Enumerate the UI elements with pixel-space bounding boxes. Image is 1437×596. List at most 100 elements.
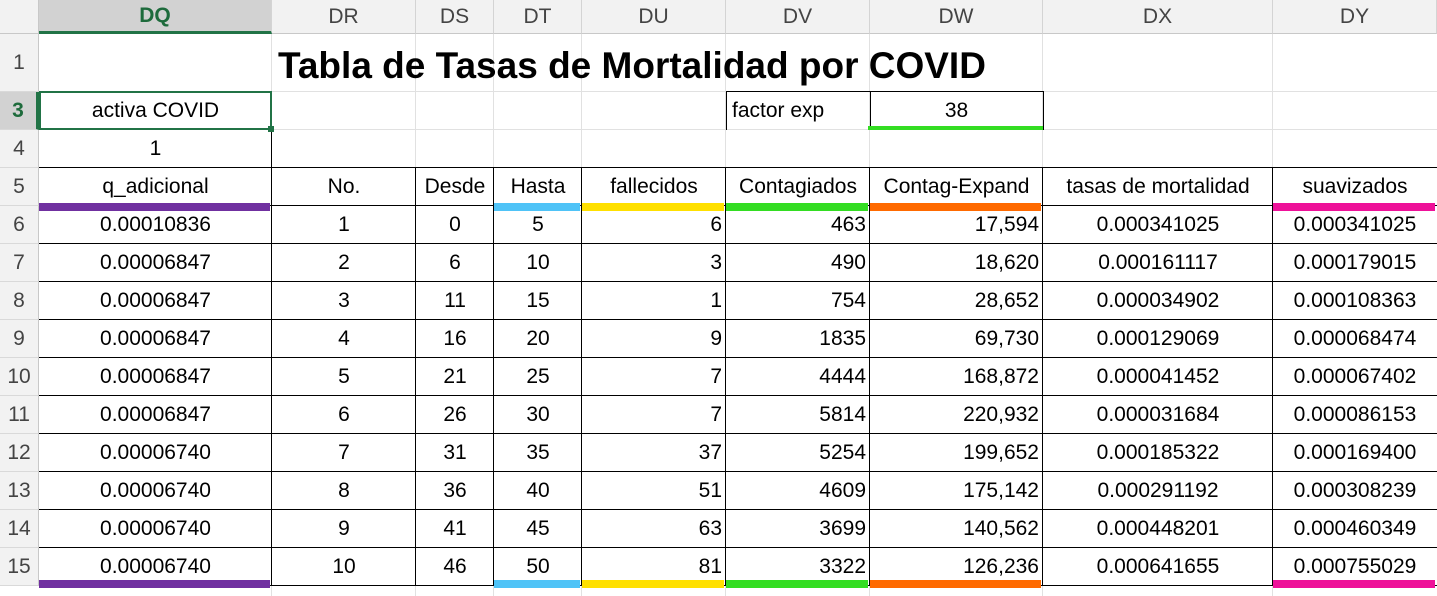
table-cell[interactable]: 46	[443, 555, 467, 578]
table-cell[interactable]: 21	[443, 365, 467, 388]
table-cell[interactable]: 0.000034902	[1096, 289, 1220, 312]
table-cell[interactable]: 0.000341025	[1293, 213, 1417, 236]
column-header-du[interactable]: DU	[582, 0, 726, 34]
table-cell[interactable]: 37	[698, 441, 722, 464]
table-cell[interactable]: 10	[332, 555, 356, 578]
table-cell[interactable]: 0.00006740	[100, 555, 211, 578]
row-header-9[interactable]: 9	[0, 320, 39, 358]
table-cell[interactable]: 26	[443, 403, 467, 426]
table-cell[interactable]: 0.00006847	[100, 251, 211, 274]
table-cell[interactable]: 63	[698, 517, 722, 540]
table-cell[interactable]: 69,730	[974, 327, 1039, 350]
column-header-dw[interactable]: DW	[870, 0, 1043, 34]
table-cell[interactable]: 41	[443, 517, 467, 540]
table-cell[interactable]: 5814	[819, 403, 866, 426]
table-cell[interactable]: 0.000460349	[1293, 517, 1417, 540]
table-cell[interactable]: 20	[526, 327, 550, 350]
table-cell[interactable]: 0.000169400	[1293, 441, 1417, 464]
table-cell[interactable]: 175,142	[963, 479, 1039, 502]
header-tasas-de-mortalidad[interactable]: tasas de mortalidad	[1066, 175, 1250, 198]
table-cell[interactable]: 3	[338, 289, 350, 312]
table-cell[interactable]: 51	[698, 479, 722, 502]
table-cell[interactable]: 81	[698, 555, 722, 578]
table-cell[interactable]: 16	[443, 327, 467, 350]
table-cell[interactable]: 36	[443, 479, 467, 502]
row-header-8[interactable]: 8	[0, 282, 39, 320]
table-cell[interactable]: 2	[338, 251, 350, 274]
table-cell[interactable]: 11	[444, 289, 466, 312]
column-header-dq[interactable]: DQ	[39, 0, 272, 34]
table-cell[interactable]: 0	[449, 213, 461, 236]
table-cell[interactable]: 28,652	[974, 289, 1039, 312]
table-cell[interactable]: 17,594	[974, 213, 1039, 236]
column-header-ds[interactable]: DS	[416, 0, 494, 34]
row-header-15[interactable]: 15	[0, 548, 39, 586]
table-cell[interactable]: 6	[338, 403, 350, 426]
row-header-10[interactable]: 10	[0, 358, 39, 396]
header-desde[interactable]: Desde	[424, 175, 486, 198]
table-cell[interactable]: 0.000031684	[1096, 403, 1220, 426]
header-hasta[interactable]: Hasta	[510, 175, 566, 198]
table-cell[interactable]: 490	[830, 251, 866, 274]
activa-covid-label[interactable]: activa COVID	[91, 99, 220, 122]
table-cell[interactable]: 3322	[819, 555, 866, 578]
fill-handle[interactable]	[268, 126, 274, 132]
table-cell[interactable]: 3699	[819, 517, 866, 540]
table-cell[interactable]: 0.00006740	[100, 479, 211, 502]
table-cell[interactable]: 25	[526, 365, 550, 388]
table-cell[interactable]: 7	[710, 365, 722, 388]
row-header-4[interactable]: 4	[0, 130, 39, 168]
table-cell[interactable]: 0.00006847	[100, 365, 211, 388]
table-cell[interactable]: 0.000185322	[1096, 441, 1220, 464]
table-cell[interactable]: 0.000448201	[1096, 517, 1220, 540]
row-header-1[interactable]: 1	[0, 34, 39, 92]
table-cell[interactable]: 40	[526, 479, 550, 502]
table-cell[interactable]: 0.000291192	[1097, 479, 1219, 502]
table-cell[interactable]: 10	[526, 251, 550, 274]
header-no-[interactable]: No.	[327, 175, 361, 198]
table-cell[interactable]: 0.00010836	[100, 213, 211, 236]
table-cell[interactable]: 0.000129069	[1096, 327, 1220, 350]
column-header-dy[interactable]: DY	[1273, 0, 1437, 34]
table-cell[interactable]: 168,872	[963, 365, 1039, 388]
table-cell[interactable]: 35	[526, 441, 550, 464]
table-cell[interactable]: 4	[338, 327, 350, 350]
column-header-dx[interactable]: DX	[1043, 0, 1273, 34]
table-cell[interactable]: 18,620	[974, 251, 1039, 274]
header-suavizados[interactable]: suavizados	[1302, 175, 1408, 198]
header-contag-expand[interactable]: Contag-Expand	[883, 175, 1030, 198]
row-header-5[interactable]: 5	[0, 168, 39, 206]
table-cell[interactable]: 0.000161117	[1098, 251, 1218, 274]
table-cell[interactable]: 0.000108363	[1293, 289, 1417, 312]
row-header-14[interactable]: 14	[0, 510, 39, 548]
row-header-3[interactable]: 3	[0, 92, 39, 130]
table-cell[interactable]: 6	[710, 213, 722, 236]
table-cell[interactable]: 9	[338, 517, 350, 540]
table-cell[interactable]: 126,236	[963, 555, 1039, 578]
table-cell[interactable]: 5254	[819, 441, 866, 464]
table-cell[interactable]: 31	[443, 441, 467, 464]
header-q-adicional[interactable]: q_adicional	[102, 175, 209, 198]
column-header-dt[interactable]: DT	[494, 0, 582, 34]
table-cell[interactable]: 463	[830, 213, 866, 236]
table-cell[interactable]: 0.000179015	[1293, 251, 1417, 274]
table-cell[interactable]: 0.00006740	[100, 517, 211, 540]
table-cell[interactable]: 0.00006740	[100, 441, 211, 464]
table-cell[interactable]: 4609	[819, 479, 866, 502]
row-header-13[interactable]: 13	[0, 472, 39, 510]
table-cell[interactable]: 6	[449, 251, 461, 274]
column-header-dv[interactable]: DV	[726, 0, 870, 34]
factor-exp-label[interactable]: factor exp	[732, 99, 825, 122]
table-cell[interactable]: 0.000086153	[1293, 403, 1417, 426]
column-header-dr[interactable]: DR	[272, 0, 416, 34]
table-cell[interactable]: 0.000067402	[1293, 365, 1417, 388]
table-cell[interactable]: 7	[710, 403, 722, 426]
row-header-12[interactable]: 12	[0, 434, 39, 472]
select-all-corner[interactable]	[0, 0, 39, 34]
table-cell[interactable]: 0.000341025	[1096, 213, 1220, 236]
table-cell[interactable]: 140,562	[963, 517, 1039, 540]
table-cell[interactable]: 220,932	[963, 403, 1039, 426]
table-cell[interactable]: 0.00006847	[100, 327, 211, 350]
table-cell[interactable]: 0.000755029	[1293, 555, 1417, 578]
header-contagiados[interactable]: Contagiados	[739, 175, 857, 198]
